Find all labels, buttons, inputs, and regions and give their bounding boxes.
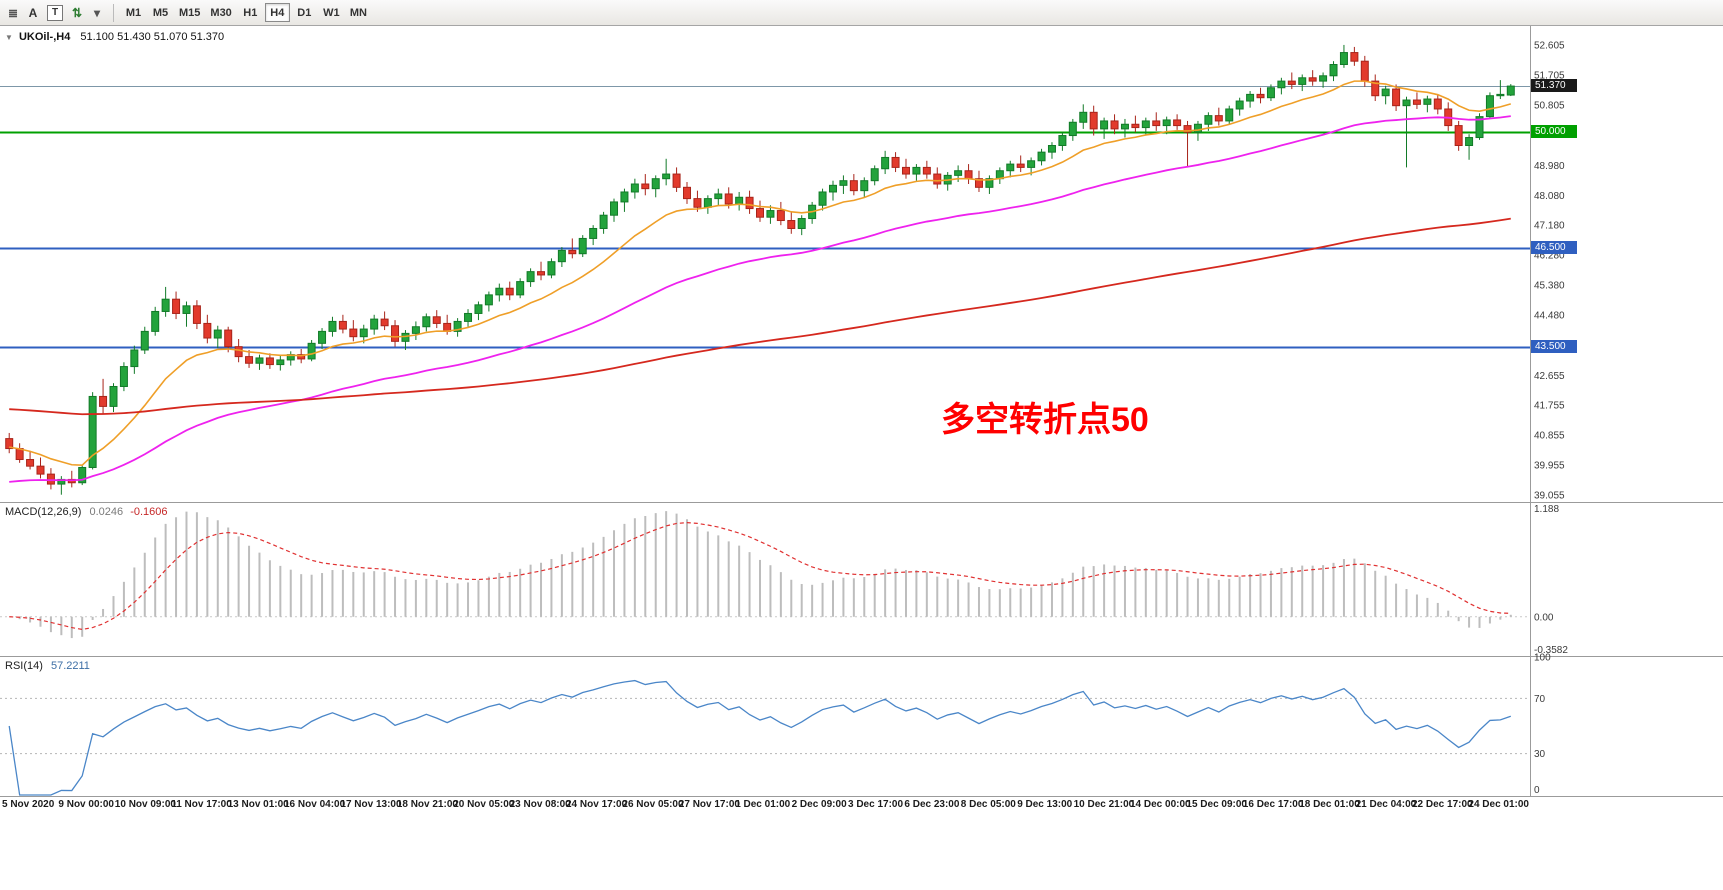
timeframe-button-mn[interactable]: MN	[346, 3, 371, 22]
ma-slow	[9, 217, 1511, 416]
svg-text:30: 30	[1534, 749, 1546, 760]
rsi-indicator-label: RSI(14) 57.2211	[5, 660, 90, 672]
timeframe-button-d1[interactable]: D1	[292, 3, 317, 22]
chart-annotation: 多空转折点50	[941, 401, 1149, 439]
panel-separators	[0, 26, 1723, 797]
macd-panel[interactable]: 1.188 0.00 -0.3582	[0, 504, 1568, 656]
time-label: 13 Nov 01:00	[227, 799, 289, 810]
time-axis[interactable]: 5 Nov 2020 9 Nov 00:00 10 Nov 09:00 11 Nov …	[0, 799, 1723, 813]
macd-signal-value: -0.1606	[130, 506, 168, 518]
svg-text:48.980: 48.980	[1534, 161, 1565, 172]
time-label: 1 Dec 01:00	[735, 799, 791, 810]
candlestick-series	[5, 44, 1515, 495]
timeframe-button-group: M1 M5 M15 M30 H1 H4 D1 W1 MN	[120, 3, 372, 23]
svg-text:48.080: 48.080	[1534, 191, 1565, 202]
svg-text:42.655: 42.655	[1534, 371, 1565, 382]
macd-histogram-value: 0.0246	[89, 506, 124, 518]
time-label: 14 Dec 00:00	[1130, 799, 1191, 810]
svg-text:-0.3582: -0.3582	[1534, 645, 1568, 656]
svg-text:100: 100	[1534, 653, 1551, 664]
svg-text:51.705: 51.705	[1534, 70, 1565, 81]
indicator-dropdown-caret-icon[interactable]: ▾	[93, 5, 101, 20]
chart-shift-icon[interactable]: ⇅	[71, 5, 83, 20]
time-label: 15 Dec 09:00	[1186, 799, 1247, 810]
svg-text:39.055: 39.055	[1534, 490, 1565, 501]
time-label: 23 Nov 08:00	[509, 799, 571, 810]
svg-text:39.955: 39.955	[1534, 460, 1565, 471]
svg-text:0.00: 0.00	[1534, 612, 1554, 623]
time-label: 9 Dec 13:00	[1017, 799, 1073, 810]
text-label-icon[interactable]: T	[47, 4, 63, 21]
ohlc-values: 51.100 51.430 51.070 51.370	[80, 31, 225, 43]
tick-list-icon[interactable]: ≣	[7, 5, 19, 20]
svg-text:50.805: 50.805	[1534, 100, 1565, 111]
timeframe-button-m1[interactable]: M1	[121, 3, 146, 22]
timeframe-button-m30[interactable]: M30	[206, 3, 235, 22]
timeframe-button-h1[interactable]: H1	[238, 3, 263, 22]
time-label: 18 Dec 01:00	[1299, 799, 1360, 810]
time-label: 16 Dec 17:00	[1242, 799, 1304, 810]
rsi-panel[interactable]: 100 70 30 0	[0, 653, 1551, 797]
macd-name: MACD(12,26,9)	[5, 506, 82, 518]
time-label: 27 Nov 17:00	[678, 799, 740, 810]
svg-text:43.580: 43.580	[1534, 340, 1565, 351]
collapse-chart-icon[interactable]: ▼	[5, 33, 13, 42]
horizontal-level-lines	[0, 86, 1530, 349]
timeframe-button-w1[interactable]: W1	[319, 3, 344, 22]
time-label: 26 Nov 05:00	[622, 799, 684, 810]
rsi-name: RSI(14)	[5, 660, 43, 672]
time-label: 22 Dec 17:00	[1412, 799, 1473, 810]
time-label: 8 Dec 05:00	[960, 799, 1016, 810]
rsi-line	[8, 679, 1511, 796]
chart-title: ▼ UKOil-,H4 51.100 51.430 51.070 51.370	[5, 31, 224, 43]
svg-text:45.380: 45.380	[1534, 280, 1565, 291]
timeframe-button-m15[interactable]: M15	[175, 3, 204, 22]
time-label: 10 Dec 21:00	[1073, 799, 1135, 810]
rsi-value: 57.2211	[50, 660, 90, 672]
time-label: 10 Nov 09:00	[114, 799, 176, 810]
svg-text:49.905: 49.905	[1534, 130, 1565, 141]
toolbar: ≣ A T ⇅ ▾ M1 M5 M15 M30 H1 H4 D1 W1 MN	[0, 0, 1723, 26]
cursor-a-icon[interactable]: A	[28, 5, 38, 20]
time-label: 16 Nov 04:00	[284, 799, 346, 810]
svg-text:52.605: 52.605	[1534, 41, 1565, 52]
price-axis[interactable]: 52.605 51.705 50.805 49.905 48.980 48.080 47.1…	[1534, 41, 1565, 502]
time-label: 6 Dec 23:00	[904, 799, 960, 810]
time-label: 24 Dec 01:00	[1468, 799, 1529, 810]
toolbar-icon-group: ≣ A T ⇅ ▾	[3, 3, 107, 23]
svg-text:44.480: 44.480	[1534, 310, 1565, 321]
time-label: 3 Dec 17:00	[848, 799, 904, 810]
ma-mid	[9, 115, 1511, 483]
svg-text:41.755: 41.755	[1534, 401, 1565, 412]
time-label: 20 Nov 05:00	[453, 799, 515, 810]
timeframe-button-m5[interactable]: M5	[148, 3, 173, 22]
timeframe-button-h4[interactable]: H4	[264, 3, 290, 23]
svg-text:47.180: 47.180	[1534, 221, 1565, 232]
time-label: 21 Dec 04:00	[1355, 799, 1417, 810]
macd-indicator-label: MACD(12,26,9) 0.0246 -0.1606	[5, 506, 168, 518]
svg-text:40.855: 40.855	[1534, 431, 1565, 442]
svg-text:46.280: 46.280	[1534, 251, 1565, 262]
svg-text:1.188: 1.188	[1534, 504, 1559, 515]
time-label: 24 Nov 17:00	[566, 799, 628, 810]
time-label: 11 Nov 17:00	[171, 799, 232, 810]
time-label: 17 Nov 13:00	[340, 799, 402, 810]
ma-fast	[9, 80, 1512, 466]
time-label: 2 Dec 09:00	[791, 799, 847, 810]
time-label: 18 Nov 21:00	[396, 799, 458, 810]
moving-average-lines	[9, 80, 1512, 483]
time-label: 9 Nov 00:00	[58, 799, 114, 810]
time-label: 5 Nov 2020	[2, 799, 55, 810]
svg-text:70: 70	[1534, 694, 1546, 705]
toolbar-separator	[113, 3, 114, 22]
symbol-timeframe-label: UKOil-,H4	[18, 31, 71, 43]
svg-text:0: 0	[1534, 785, 1540, 796]
